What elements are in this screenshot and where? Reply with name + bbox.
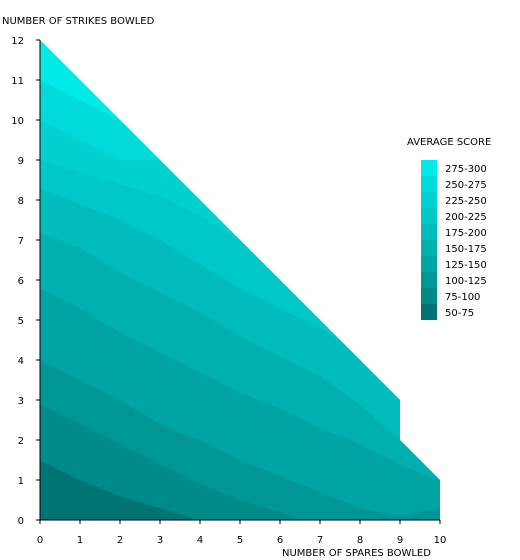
legend-swatch xyxy=(421,288,437,304)
x-tick-label: 10 xyxy=(434,535,447,546)
y-tick-label: 12 xyxy=(11,36,24,47)
y-tick-label: 6 xyxy=(18,276,24,287)
y-axis-title: NUMBER OF STRIKES BOWLED xyxy=(2,16,155,27)
legend-swatch xyxy=(421,160,437,176)
x-tick-label: 8 xyxy=(357,535,363,546)
x-tick-label: 0 xyxy=(37,535,43,546)
legend-label: 250-275 xyxy=(445,180,487,191)
legend-label: 200-225 xyxy=(445,212,487,223)
plot-area xyxy=(40,40,440,520)
y-tick-label: 7 xyxy=(18,236,24,247)
legend-swatch xyxy=(421,256,437,272)
x-axis-ticks: 0 1 2 3 4 5 6 7 8 9 10 xyxy=(37,520,447,546)
y-tick-label: 1 xyxy=(18,476,24,487)
legend-swatch xyxy=(421,272,437,288)
x-tick-label: 4 xyxy=(197,535,203,546)
legend-swatch xyxy=(421,176,437,192)
legend-label: 225-250 xyxy=(445,196,487,207)
legend-label: 75-100 xyxy=(445,292,480,303)
x-tick-label: 2 xyxy=(117,535,123,546)
y-tick-label: 4 xyxy=(18,356,24,367)
legend-swatch xyxy=(421,224,437,240)
legend-label: 175-200 xyxy=(445,228,487,239)
x-tick-label: 7 xyxy=(317,535,323,546)
legend-label: 150-175 xyxy=(445,244,487,255)
y-tick-label: 0 xyxy=(18,516,24,527)
x-tick-label: 6 xyxy=(277,535,283,546)
band-50-75 xyxy=(40,459,122,520)
y-tick-label: 11 xyxy=(11,76,24,87)
x-tick-label: 1 xyxy=(77,535,83,546)
legend-title: AVERAGE SCORE xyxy=(407,137,491,148)
band-275-300 xyxy=(40,40,161,161)
legend-swatch xyxy=(421,304,437,320)
y-tick-label: 3 xyxy=(18,396,24,407)
legend-label: 100-125 xyxy=(445,276,487,287)
y-tick-label: 8 xyxy=(18,196,24,207)
legend-label: 125-150 xyxy=(445,260,487,271)
y-tick-label: 2 xyxy=(18,436,24,447)
legend-swatch xyxy=(421,240,437,256)
x-axis-title: NUMBER OF SPARES BOWLED xyxy=(282,548,431,559)
legend-items: 275-300 250-275 225-250 200-225 175-200 150-1… xyxy=(421,160,487,320)
legend-label: 50-75 xyxy=(445,308,474,319)
x-tick-label: 3 xyxy=(157,535,163,546)
y-tick-label: 5 xyxy=(18,316,24,327)
y-tick-label: 10 xyxy=(11,116,24,127)
legend: AVERAGE SCORE 275-300 250-275 225-250 200-2… xyxy=(407,137,491,320)
legend-swatch xyxy=(421,192,437,208)
legend-label: 275-300 xyxy=(445,164,487,175)
y-tick-label: 9 xyxy=(18,156,24,167)
legend-swatch xyxy=(421,208,437,224)
x-tick-label: 5 xyxy=(237,535,243,546)
x-tick-label: 9 xyxy=(397,535,403,546)
